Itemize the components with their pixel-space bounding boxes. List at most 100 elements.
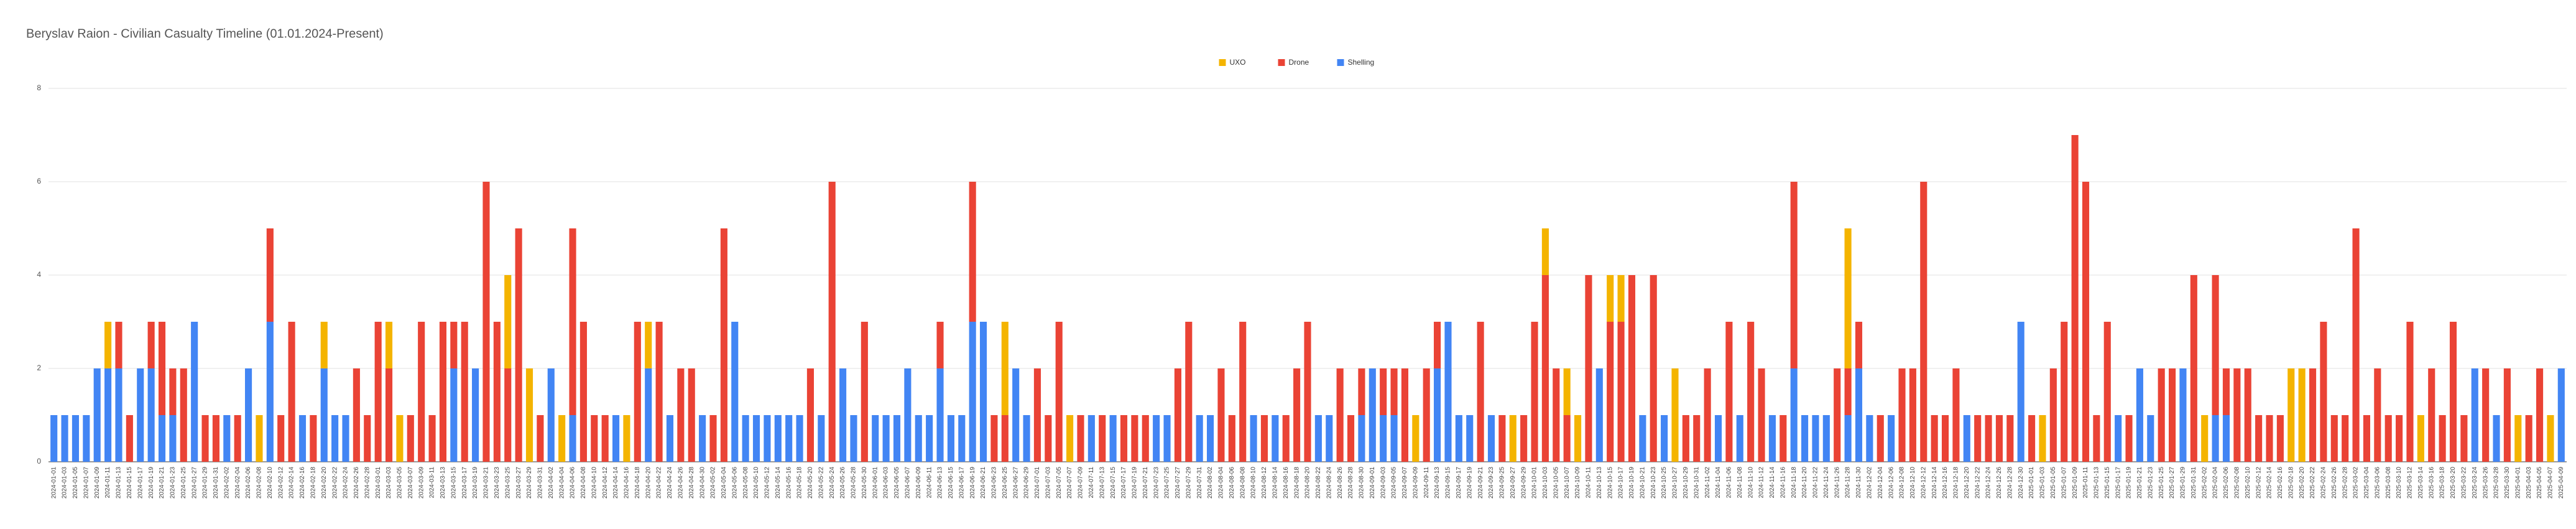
x-tick-label: 2025-03-20	[2450, 467, 2457, 499]
bar-segment	[752, 415, 760, 462]
bar-segment	[2039, 415, 2046, 462]
x-tick-label: 2024-03-25	[504, 467, 511, 499]
x-tick-label: 2024-02-24	[343, 467, 349, 499]
x-tick-label: 2024-10-23	[1650, 467, 1657, 499]
bar-segment	[2493, 415, 2500, 462]
x-tick-label: 2024-12-24	[1985, 467, 1992, 499]
bar-segment	[2374, 368, 2381, 462]
x-tick-label: 2024-01-07	[83, 467, 90, 499]
bar-segment	[137, 368, 144, 462]
bar-segment	[266, 228, 274, 322]
bar-segment	[1087, 415, 1095, 462]
bar-segment	[2449, 322, 2457, 462]
x-tick-label: 2025-01-11	[2082, 467, 2089, 499]
bar-segment	[93, 368, 101, 462]
x-tick-label: 2024-01-25	[180, 467, 187, 499]
bar-segment	[482, 182, 490, 462]
x-tick-label: 2024-04-14	[612, 467, 619, 499]
x-tick-label: 2024-08-30	[1359, 467, 1365, 499]
bar-segment	[936, 322, 944, 368]
bar-segment	[1682, 415, 1689, 462]
x-tick-label: 2025-01-07	[2061, 467, 2067, 499]
bar-segment	[1250, 415, 1257, 462]
x-tick-label: 2025-01-23	[2147, 467, 2154, 499]
bar-segment	[1055, 322, 1063, 462]
bar-segment	[1326, 415, 1333, 462]
bar-segment	[385, 368, 393, 462]
bar-segment	[504, 368, 512, 462]
bar-segment	[212, 415, 219, 462]
bar-segment	[245, 368, 252, 462]
x-tick-label: 2024-06-01	[872, 467, 879, 499]
bar-segment	[266, 322, 274, 462]
x-tick-label: 2024-08-06	[1229, 467, 1235, 499]
bar-segment	[277, 415, 285, 462]
x-tick-label: 2024-11-10	[1747, 467, 1754, 499]
x-tick-label: 2024-05-04	[721, 467, 727, 499]
x-tick-label: 2024-05-08	[742, 467, 749, 499]
x-tick-label: 2024-12-10	[1909, 467, 1916, 499]
bar-segment	[969, 182, 976, 322]
x-tick-label: 2024-08-26	[1337, 467, 1344, 499]
bar-segment	[579, 322, 587, 462]
x-tick-label: 2024-11-26	[1834, 467, 1840, 499]
bar-segment	[2049, 368, 2057, 462]
bar-segment	[169, 368, 177, 415]
x-tick-label: 2025-01-05	[2050, 467, 2057, 499]
x-tick-label: 2024-12-08	[1899, 467, 1906, 499]
bar-segment	[1995, 415, 2003, 462]
x-tick-label: 2024-02-02	[223, 467, 230, 499]
bar-segment	[1045, 415, 1052, 462]
bar-segment	[1077, 415, 1084, 462]
bar-segment	[104, 322, 112, 368]
x-tick-label: 2024-01-29	[202, 467, 209, 499]
bar-segment	[2417, 415, 2424, 462]
x-tick-label: 2024-06-17	[958, 467, 965, 499]
bar-segment	[418, 322, 425, 462]
x-tick-label: 2024-04-10	[591, 467, 598, 499]
x-tick-label: 2024-07-07	[1066, 467, 1073, 499]
bar-segment	[2352, 228, 2360, 462]
x-tick-label: 2025-01-21	[2136, 467, 2143, 499]
bar-segment	[1001, 415, 1009, 462]
bar-segment	[342, 415, 349, 462]
x-tick-label: 2025-03-06	[2374, 467, 2381, 499]
x-tick-label: 2024-09-13	[1434, 467, 1441, 499]
bar-segment	[1217, 368, 1225, 462]
bar-segment	[256, 415, 263, 462]
x-tick-label: 2025-02-18	[2287, 467, 2294, 499]
x-tick-label: 2025-01-29	[2180, 467, 2187, 499]
x-tick-label: 2025-03-14	[2417, 467, 2424, 499]
y-tick-label: 8	[37, 83, 41, 92]
bar-segment	[1455, 415, 1462, 462]
bar-segment	[72, 415, 80, 462]
bar-segment	[1650, 275, 1657, 462]
x-tick-label: 2024-12-04	[1877, 467, 1884, 499]
bar-segment	[2266, 415, 2273, 462]
bar-segment	[2320, 322, 2327, 462]
bar-segment	[1963, 415, 1970, 462]
bar-segment	[364, 415, 371, 462]
x-tick-label: 2024-09-01	[1369, 467, 1376, 499]
bar-segment	[2179, 368, 2187, 462]
x-tick-label: 2024-02-28	[364, 467, 371, 499]
bar-segment	[1131, 415, 1138, 462]
bar-segment	[320, 322, 328, 368]
x-tick-label: 2024-09-17	[1456, 467, 1462, 499]
x-tick-label: 2024-11-02	[1704, 467, 1711, 499]
x-tick-label: 2024-04-22	[656, 467, 663, 499]
bar-segment	[1822, 415, 1830, 462]
x-tick-label: 2024-08-04	[1218, 467, 1225, 499]
bar-segment	[1066, 415, 1074, 462]
bar-segment	[612, 415, 620, 462]
x-tick-label: 2024-02-08	[256, 467, 263, 499]
x-tick-label: 2024-03-01	[375, 467, 382, 499]
bar-segment	[1207, 415, 1214, 462]
y-tick-label: 4	[37, 270, 41, 279]
bar-segment	[201, 415, 209, 462]
bar-segment	[1380, 368, 1387, 415]
x-tick-label: 2024-07-27	[1175, 467, 1181, 499]
bar-segment	[1844, 415, 1852, 462]
bar-segment	[1120, 415, 1128, 462]
bar-segment	[1855, 368, 1863, 462]
